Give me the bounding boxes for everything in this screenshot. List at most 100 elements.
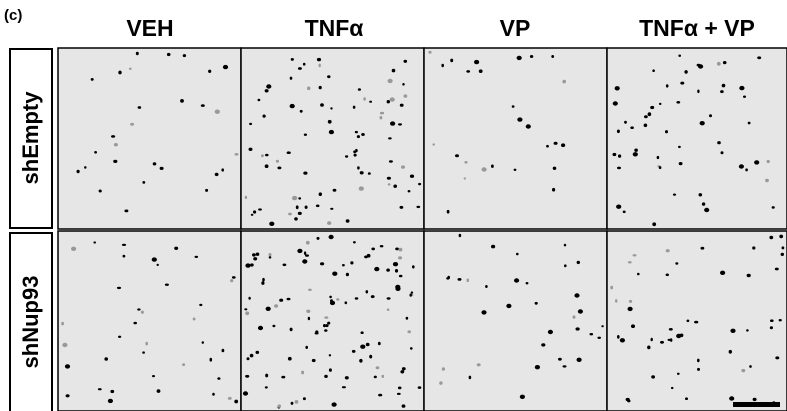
stain-dot (305, 346, 308, 349)
stain-dot (514, 278, 519, 282)
stain-dot (411, 291, 413, 293)
stain-dot (397, 393, 401, 395)
stain-dot (563, 365, 567, 367)
stain-dot (772, 206, 775, 209)
stain-dot (298, 67, 302, 70)
stain-dot (174, 247, 178, 250)
stain-dot (675, 262, 678, 264)
stain-dot (98, 388, 102, 390)
stain-dot (577, 261, 580, 264)
stain-dot (659, 166, 662, 169)
stain-dot (392, 69, 396, 73)
stain-dot (199, 304, 202, 306)
stain-dot (327, 221, 331, 225)
stain-dot (245, 375, 249, 378)
stain-dot (235, 153, 239, 156)
stain-dot (562, 80, 566, 84)
stain-dot (685, 397, 688, 400)
stain-dot (428, 51, 431, 54)
stain-dot (358, 88, 361, 91)
stain-dot (145, 342, 148, 346)
stain-dot (400, 104, 404, 107)
stain-dot (506, 304, 511, 308)
stain-dot (366, 290, 369, 293)
stain-dot (320, 103, 324, 107)
stain-dot (564, 264, 567, 267)
stain-dot (329, 368, 332, 371)
stain-dot (183, 54, 186, 57)
stain-dot (450, 59, 453, 63)
stain-dot (698, 64, 703, 68)
stain-dot (618, 154, 621, 157)
stain-dot (466, 70, 470, 73)
stain-dot (123, 255, 126, 258)
stain-dot (111, 135, 115, 138)
stain-dot (306, 310, 310, 313)
stain-dot (277, 167, 281, 170)
stain-dot (485, 285, 488, 288)
column-header: TNFα + VP (639, 15, 755, 41)
stain-dot (398, 248, 402, 252)
micrograph (424, 231, 607, 411)
stain-dot (230, 279, 233, 282)
stain-dot (390, 97, 395, 101)
stain-dot (615, 86, 620, 90)
stain-dot (117, 287, 121, 289)
stain-dot (564, 244, 566, 247)
stain-dot (410, 294, 412, 297)
stain-dot (398, 256, 402, 259)
stain-dot (704, 208, 709, 212)
stain-dot (680, 334, 684, 338)
stain-dot (678, 146, 681, 148)
stain-dot (250, 263, 254, 266)
stain-dot (666, 274, 669, 277)
stain-dot (694, 321, 698, 324)
stain-dot (644, 115, 648, 118)
stain-dot (770, 319, 774, 322)
stain-dot (265, 386, 268, 388)
stain-dot (283, 264, 287, 267)
stain-dot (269, 222, 274, 226)
stain-dot (754, 160, 759, 164)
stain-dot (305, 206, 308, 209)
stain-dot (380, 116, 383, 119)
stain-dot (345, 376, 349, 379)
stain-dot (647, 346, 650, 350)
stain-dot (474, 60, 479, 64)
stain-dot (551, 55, 554, 58)
stain-dot (624, 121, 627, 124)
stain-dot (678, 55, 681, 57)
stain-dot (481, 310, 486, 314)
stain-dot (152, 375, 155, 377)
stain-dot (388, 137, 392, 139)
stain-dot (157, 389, 161, 393)
stain-dot (723, 61, 727, 64)
stain-dot (258, 326, 263, 330)
stain-dot (368, 172, 371, 175)
stain-dot (345, 155, 348, 157)
micrograph (241, 231, 424, 411)
stain-dot (261, 154, 264, 157)
stain-dot (336, 298, 339, 300)
stain-dot (526, 282, 529, 284)
stain-dot (530, 55, 533, 58)
stain-dot (697, 359, 700, 363)
stain-dot (781, 253, 784, 256)
stain-dot (320, 262, 324, 265)
stain-dot (753, 398, 757, 401)
stain-dot (114, 143, 118, 146)
stain-dot (369, 101, 372, 103)
stain-dot (769, 236, 773, 239)
stain-dot (308, 289, 312, 291)
stain-dot (730, 329, 735, 333)
stain-dot (327, 75, 330, 78)
stain-dot (746, 329, 749, 331)
stain-dot (554, 142, 558, 145)
stain-dot (651, 338, 653, 342)
stain-dot (467, 279, 470, 283)
stain-dot (464, 177, 466, 179)
stain-dot (332, 402, 337, 406)
stain-dot (287, 151, 291, 154)
stain-dot (402, 367, 406, 370)
stain-dot (709, 114, 712, 117)
